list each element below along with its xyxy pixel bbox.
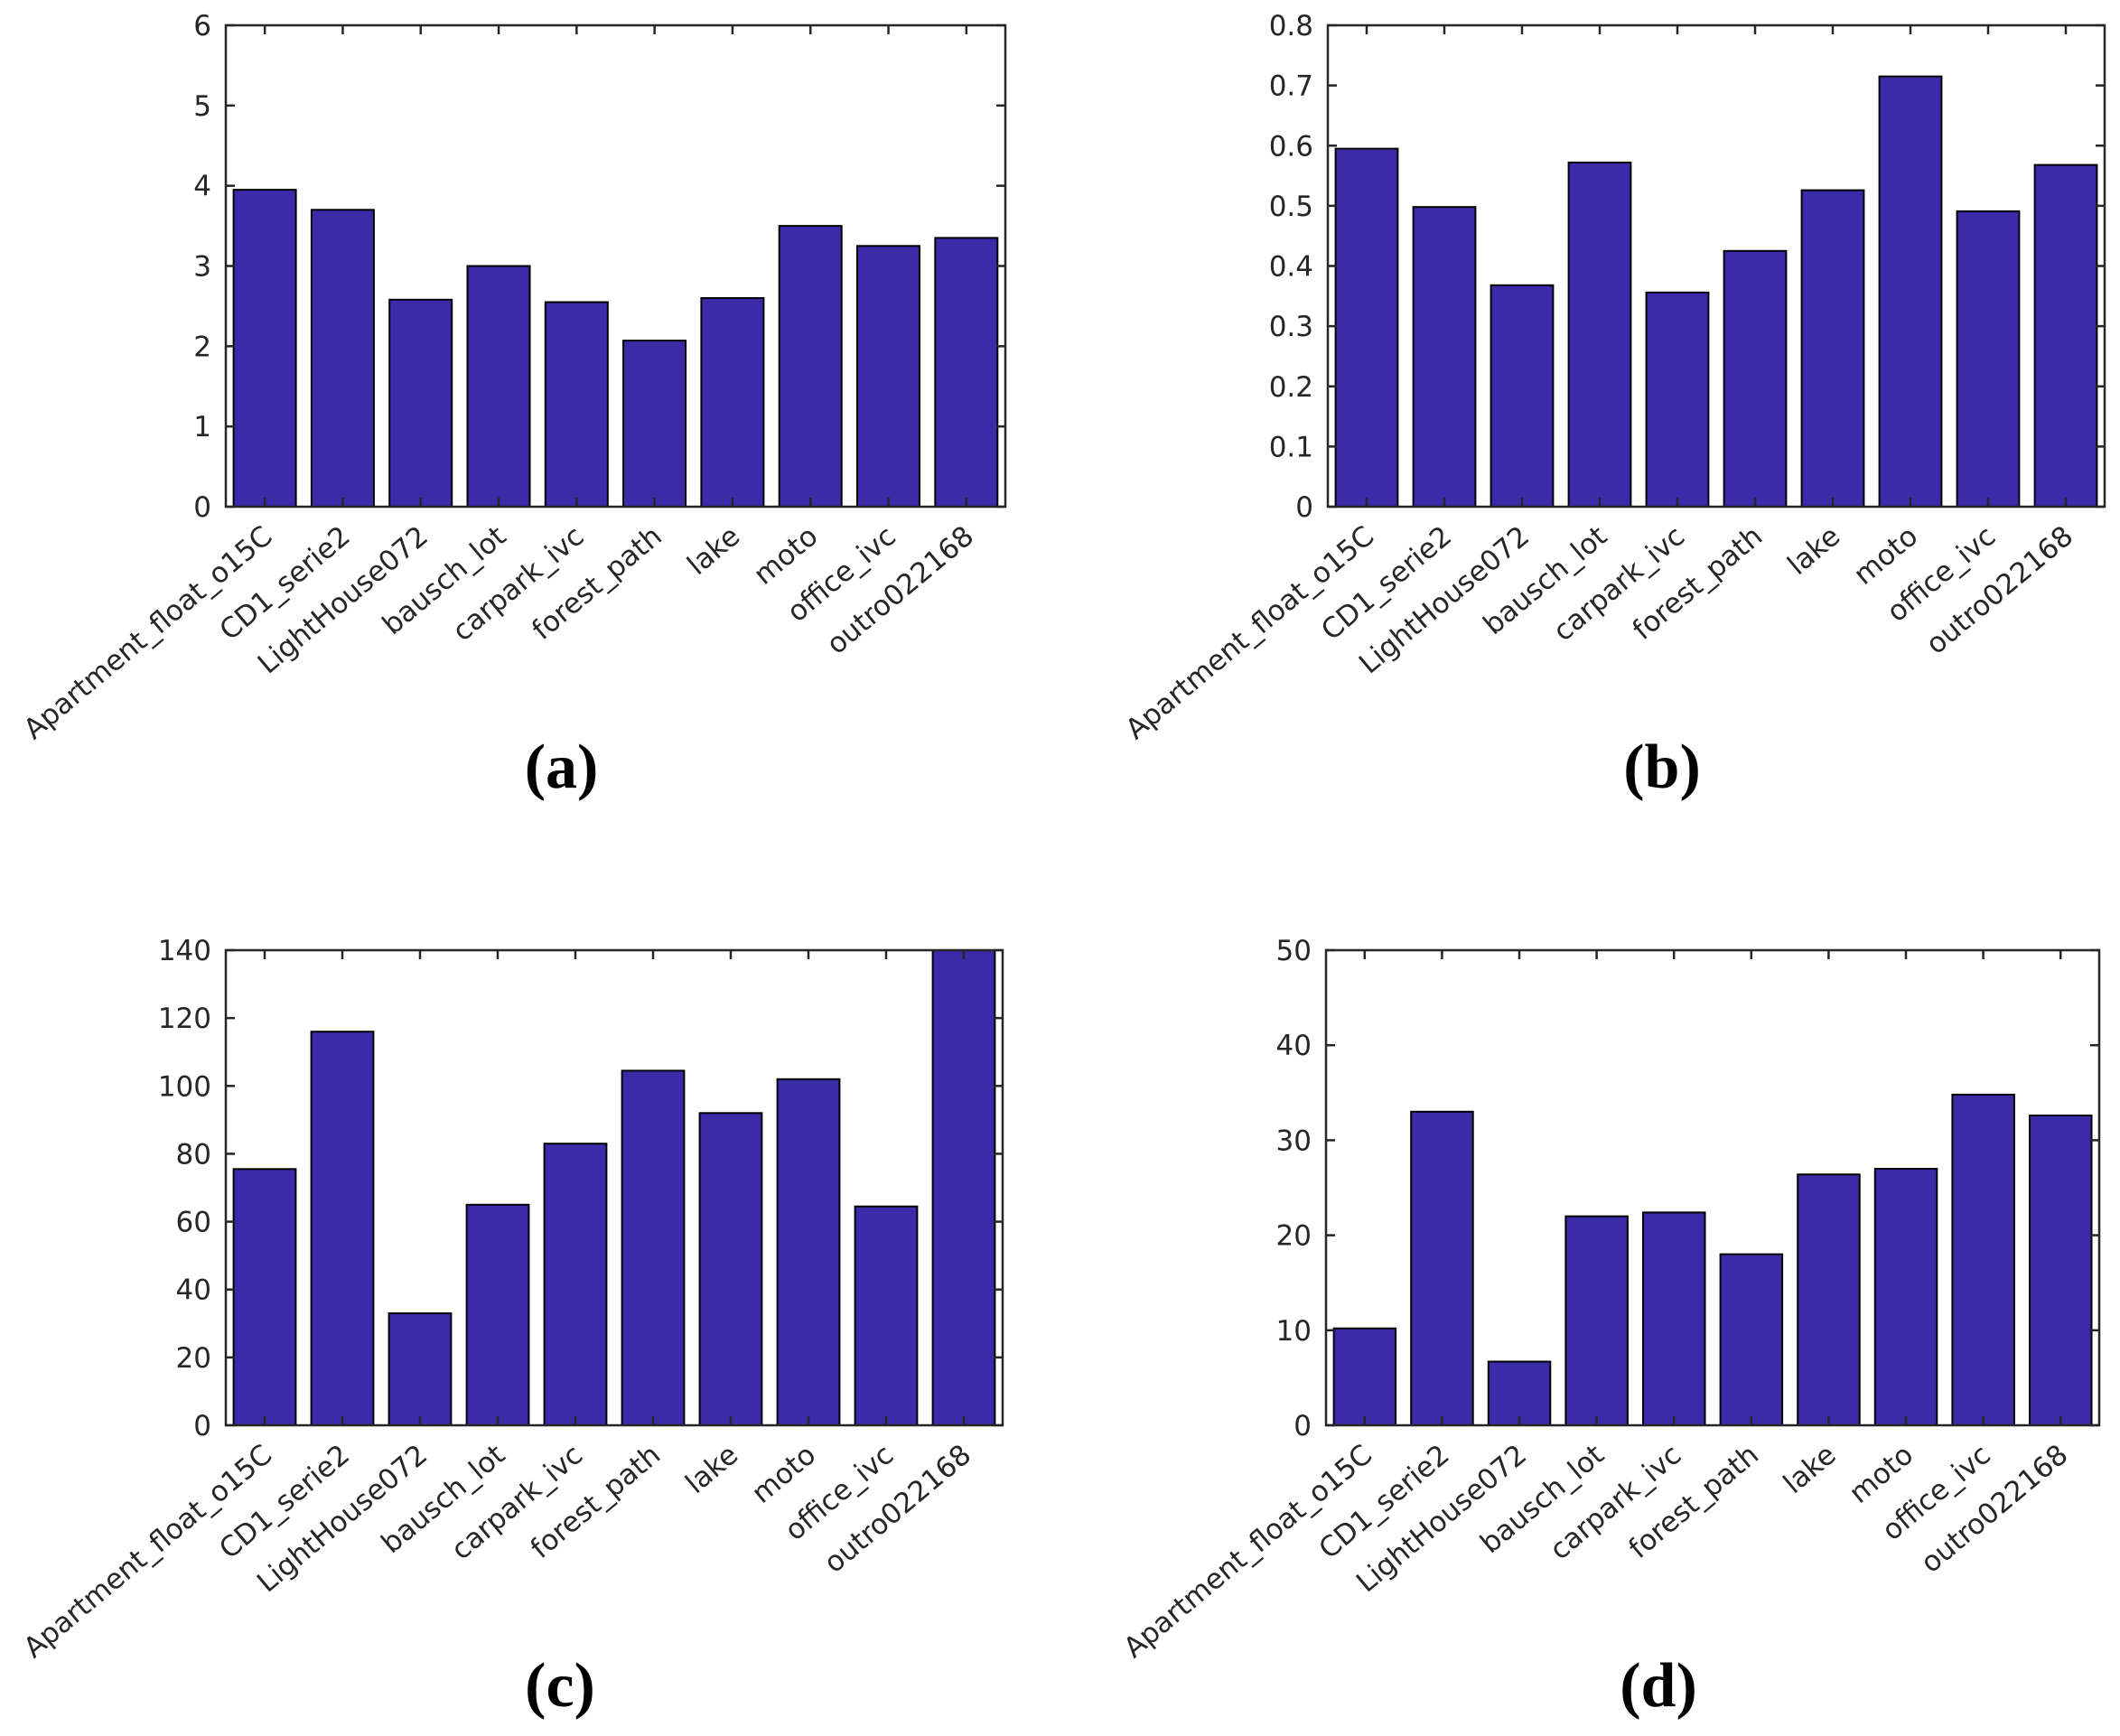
- bar: [232, 189, 297, 508]
- x-tick-label: lake: [1781, 520, 1846, 582]
- y-tick-label: 6: [193, 10, 211, 42]
- subplot-d: 0 10 20 30 40 50 Apartment_float_o15C CD1_serie…: [1117, 935, 2101, 1665]
- y-tick-label: 0: [193, 491, 211, 524]
- y-tick-label: 80: [176, 1138, 211, 1171]
- y-tick-label: 120: [158, 1003, 211, 1035]
- bar-chart-c: 020406080100120140Apartment_float_o15CCD…: [18, 935, 1004, 1665]
- y-tick-label: 0.6: [1269, 130, 1313, 163]
- y-tick-label: 20: [176, 1342, 211, 1375]
- axes-frame: [1324, 948, 2101, 1427]
- y-tick-label: 1: [193, 411, 211, 443]
- bar: [856, 245, 920, 509]
- x-tick-label: lake: [1778, 1439, 1843, 1500]
- y-tick-label: 50: [1276, 935, 1312, 967]
- bar: [776, 1078, 841, 1427]
- y-tick-label: 30: [1276, 1125, 1312, 1157]
- bar: [1332, 1327, 1397, 1427]
- bar: [388, 1312, 453, 1426]
- y-tick-label: 0.2: [1269, 371, 1313, 404]
- y-tick-label: 140: [158, 935, 211, 967]
- bar: [232, 1168, 297, 1427]
- subfig-caption-c: (c): [525, 1651, 595, 1721]
- bar: [1412, 206, 1477, 508]
- bar: [1878, 75, 1943, 508]
- subplot-a: 0 1 2 3 4 5 6 Apartment_float_o15C CD1_serie2 Lig…: [18, 10, 1007, 746]
- bar: [1642, 1211, 1706, 1426]
- y-tick-label: 0.4: [1269, 251, 1313, 284]
- y-tick-label: 0.5: [1269, 191, 1313, 223]
- y-tick-label: 0.8: [1269, 10, 1313, 42]
- bar: [1487, 1360, 1552, 1426]
- bar: [1334, 147, 1399, 508]
- bar: [700, 297, 765, 508]
- bar-chart-a: 0123456Apartment_float_o15CCD1_serie2Lig…: [18, 10, 1007, 746]
- subfig-caption-a: (a): [524, 733, 599, 802]
- bar: [2029, 1115, 2093, 1426]
- y-tick-label: 0: [1293, 1410, 1312, 1442]
- bar: [1800, 189, 1865, 508]
- y-tick-label: 40: [176, 1274, 211, 1307]
- bar: [466, 265, 531, 508]
- bar: [543, 1143, 608, 1426]
- x-tick-label: lake: [679, 1439, 744, 1500]
- bar: [310, 209, 375, 509]
- subplot-b: 0 0.1 0.2 0.3 0.4 0.5 0.6 0.7 0.8 Apartment_float…: [1120, 10, 2106, 746]
- y-tick-label: 2: [193, 331, 211, 363]
- bar: [310, 1031, 375, 1426]
- bar: [465, 1203, 530, 1426]
- bar: [934, 237, 999, 508]
- bar: [1956, 210, 2021, 508]
- y-tick-label: 100: [158, 1070, 211, 1103]
- subfig-caption-b: (b): [1623, 733, 1701, 802]
- bar: [1564, 1215, 1629, 1426]
- bar: [1723, 249, 1788, 509]
- y-tick-label: 0: [193, 1410, 211, 1442]
- y-tick-label: 3: [193, 251, 211, 284]
- bar: [1645, 291, 1710, 508]
- y-tick-label: 0.3: [1269, 311, 1313, 343]
- bar: [698, 1112, 763, 1427]
- bar: [1951, 1093, 2015, 1426]
- bar: [931, 949, 996, 1426]
- x-tick-label: lake: [681, 520, 746, 582]
- bar: [2033, 163, 2098, 508]
- y-tick-label: 20: [1276, 1220, 1312, 1253]
- bar: [1873, 1168, 1938, 1426]
- y-tick-label: 60: [176, 1207, 211, 1239]
- bar: [778, 225, 843, 508]
- y-tick-label: 0: [1295, 491, 1313, 524]
- bar: [1719, 1253, 1784, 1426]
- y-tick-label: 5: [193, 90, 211, 123]
- bar: [622, 340, 687, 508]
- subfig-caption-d: (d): [1620, 1651, 1697, 1721]
- bar: [388, 298, 453, 508]
- bar: [1410, 1110, 1474, 1427]
- y-tick-label: 0.7: [1269, 70, 1313, 103]
- subplot-c: 0 20 40 60 80 100 120 140 Apartment_float_o15C CD…: [18, 935, 1004, 1665]
- axes-frame: [224, 948, 1004, 1427]
- bar: [1490, 284, 1555, 508]
- bar-chart-b: 00.10.20.30.40.50.60.70.8Apartment_float…: [1120, 10, 2106, 746]
- bar: [1567, 161, 1632, 508]
- bar: [854, 1205, 919, 1427]
- bar: [621, 1069, 686, 1426]
- bar: [544, 301, 609, 508]
- y-tick-label: 4: [193, 171, 211, 203]
- y-tick-label: 10: [1276, 1315, 1312, 1348]
- bar-chart-d: 01020304050Apartment_float_o15CCD1_serie…: [1117, 935, 2101, 1665]
- y-tick-label: 0.1: [1269, 431, 1313, 463]
- y-tick-label: 40: [1276, 1030, 1312, 1062]
- bar: [1797, 1173, 1861, 1427]
